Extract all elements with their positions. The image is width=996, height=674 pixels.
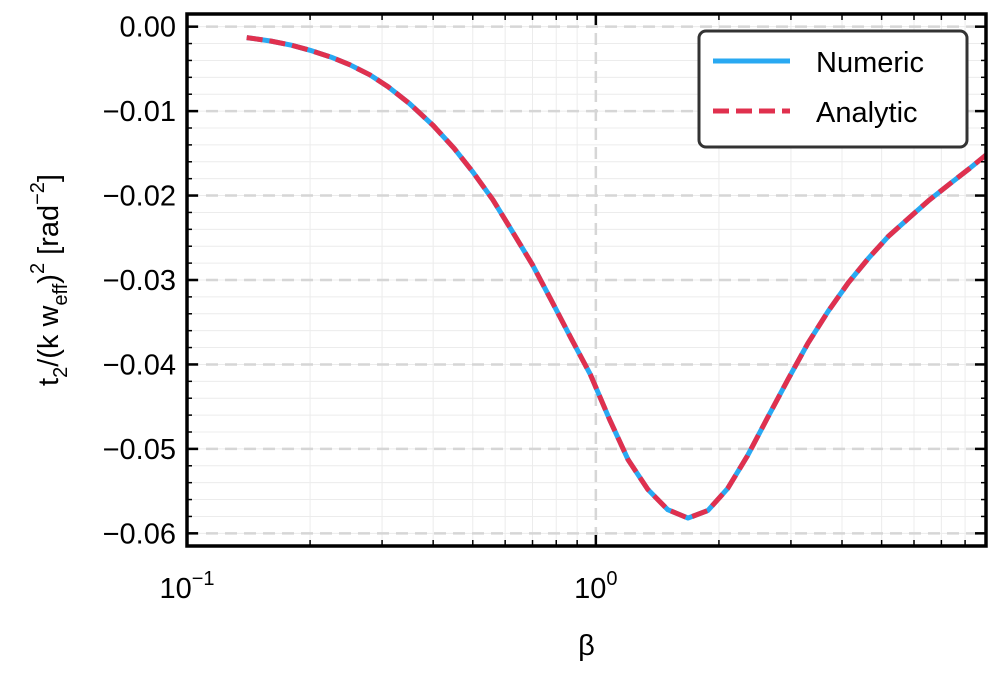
x-tick-exponent: −1 <box>192 568 215 590</box>
series-group <box>246 35 988 521</box>
y-label-end: ] <box>33 174 65 182</box>
y-label-mid: /(k w <box>33 305 65 367</box>
y-tick-label: −0.01 <box>103 96 176 128</box>
x-tick-exponent: 0 <box>606 568 617 590</box>
y-axis-label: t2/(k weff)2 [rad−2] <box>27 174 72 386</box>
x-axis-label: β <box>578 630 595 662</box>
y-label-base: t <box>33 378 65 386</box>
grid <box>187 14 986 546</box>
y-label-sup1: 2 <box>27 263 49 274</box>
y-tick-label: −0.06 <box>103 518 176 550</box>
legend-label-analytic: Analytic <box>816 97 918 129</box>
y-label-sub1: 2 <box>50 367 72 378</box>
y-tick-label: 0.00 <box>120 12 176 44</box>
y-tick-label: −0.02 <box>103 181 176 213</box>
y-label-close: ) <box>33 274 65 284</box>
y-label-unit: [rad <box>33 205 65 263</box>
y-tick-label: −0.04 <box>103 349 176 381</box>
y-label-sub2: eff <box>50 283 72 305</box>
x-tick-label: 10−1 <box>159 568 214 605</box>
axis-ticks <box>185 14 986 546</box>
legend: Numeric Analytic <box>697 29 969 149</box>
y-label-sup2: −2 <box>27 182 49 205</box>
legend-label-numeric: Numeric <box>816 47 924 79</box>
x-tick-label: 100 <box>574 568 617 605</box>
y-tick-label: −0.03 <box>103 265 176 297</box>
y-tick-label: −0.05 <box>103 434 176 466</box>
x-tick-base: 10 <box>574 573 606 605</box>
x-tick-base: 10 <box>159 573 191 605</box>
series-line-analytic <box>246 35 988 521</box>
